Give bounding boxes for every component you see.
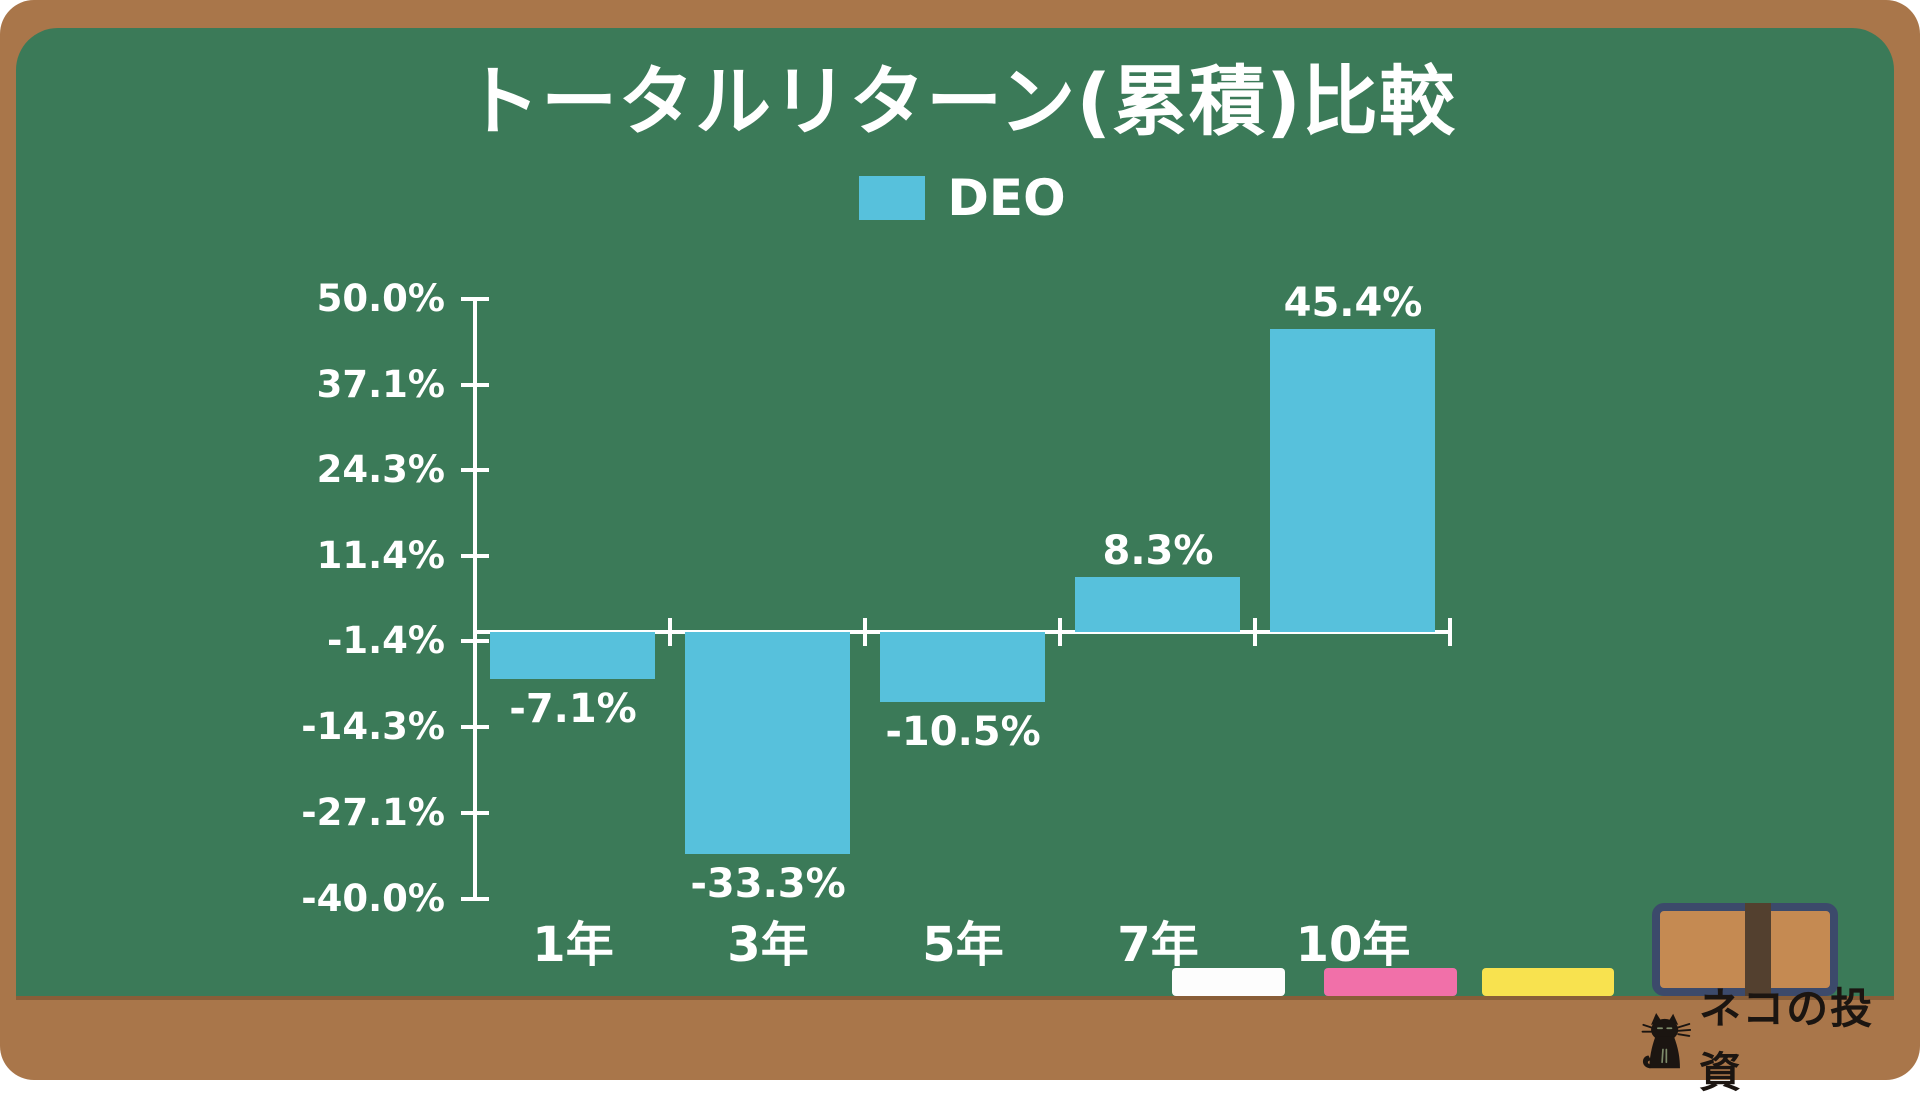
site-logo: ネコの投資 [1640,984,1906,1097]
chalk-tray-edge [16,996,1894,1000]
chart-title: トータルリターン(累積)比較 [464,57,1456,146]
white-chalk-decoration [1172,968,1285,996]
site-logo-text: ネコの投資 [1699,984,1875,1097]
yellow-chalk-decoration [1482,968,1614,996]
pink-chalk-decoration [1324,968,1457,996]
eraser-band [1745,903,1771,996]
chart-legend: DEO [475,172,1450,224]
chalkboard-surface [16,28,1894,996]
legend-label-deo: DEO [947,169,1066,227]
legend-swatch-deo [859,176,926,220]
black-cat-icon [1641,1012,1691,1069]
blackboard-eraser-decoration [1652,903,1838,996]
